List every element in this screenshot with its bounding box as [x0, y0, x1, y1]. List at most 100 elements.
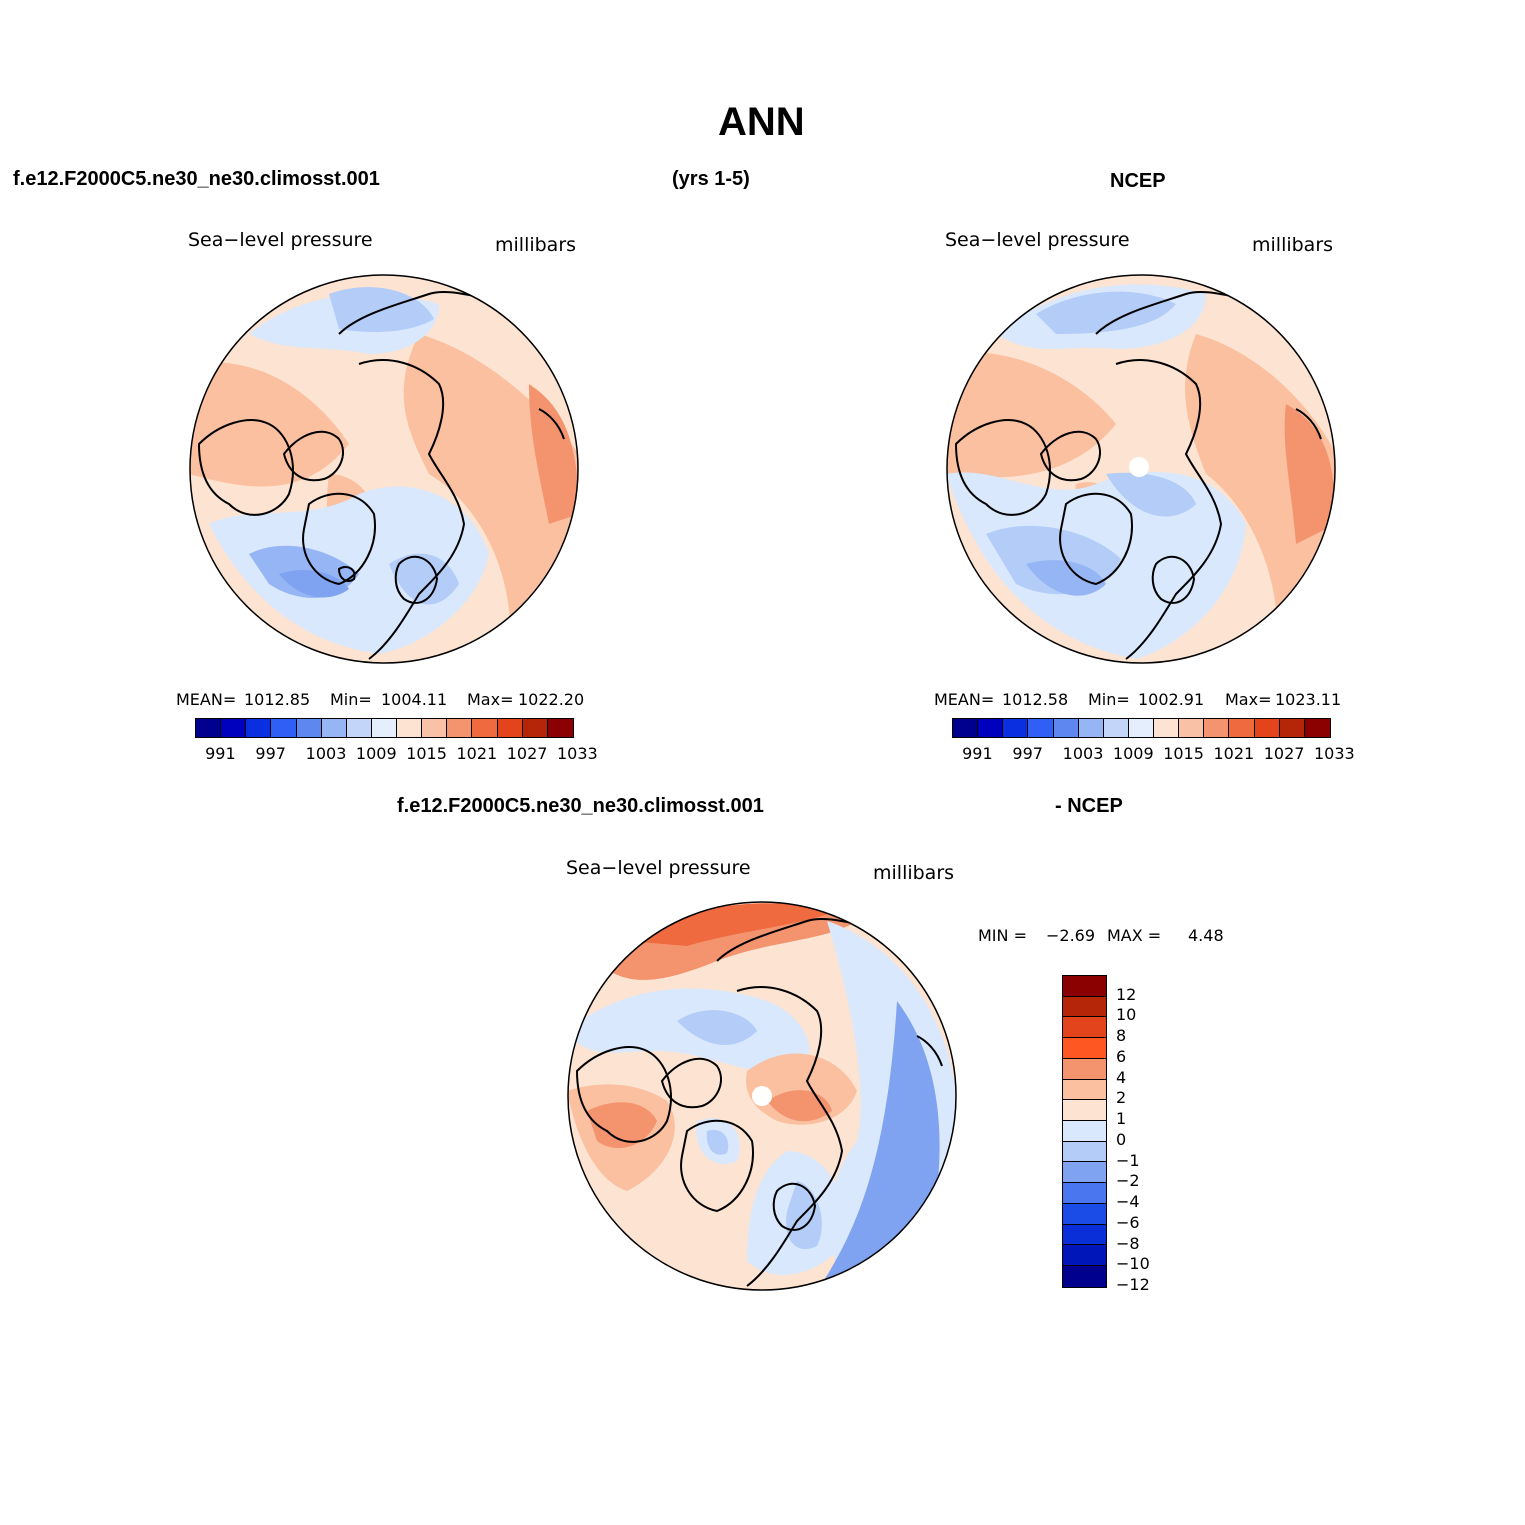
colorbar-swatch	[1229, 719, 1255, 737]
colorbar-swatch	[271, 719, 297, 737]
colorbar-tick-label: 1003	[1062, 744, 1104, 763]
colorbar-swatch	[1063, 1141, 1106, 1163]
colorbar-swatch	[296, 719, 322, 737]
colorbar-tick-label: −2	[1116, 1171, 1140, 1191]
colorbar-swatch	[1028, 719, 1054, 737]
colorbar-swatch	[1053, 719, 1079, 737]
colorbar-swatch	[1063, 1203, 1106, 1225]
colorbar-swatch	[472, 719, 498, 737]
diff-max-label: MAX =	[1107, 926, 1162, 945]
colorbar-swatch	[196, 719, 222, 737]
colorbar-swatch	[447, 719, 473, 737]
diff-polar-map	[567, 901, 957, 1291]
case-name-label: f.e12.F2000C5.ne30_ne30.climosst.001	[13, 168, 380, 190]
colorbar-swatch	[1063, 1017, 1106, 1039]
colorbar-swatch	[1154, 719, 1180, 737]
colorbar-swatch	[1063, 1079, 1106, 1101]
colorbar-swatch	[397, 719, 423, 737]
colorbar-tick-label: 2	[1116, 1088, 1127, 1108]
colorbar-tick-label: 991	[962, 744, 993, 763]
colorbar-tick-label: 6	[1116, 1046, 1127, 1066]
diff-min-label: MIN =	[978, 926, 1027, 945]
colorbar-tick-label: 1021	[456, 744, 498, 763]
colorbar-tick-label: 8	[1116, 1026, 1127, 1046]
colorbar-swatch	[1204, 719, 1230, 737]
colorbar-tick-label: 1009	[355, 744, 397, 763]
colorbar-tick-label: 1015	[1163, 744, 1204, 763]
colorbar-swatch	[321, 719, 347, 737]
colorbar-tick-label: 997	[1012, 744, 1043, 763]
colorbar-tick-label: 1009	[1112, 744, 1154, 763]
diff-obs-name-label: - NCEP	[1055, 795, 1123, 817]
right-min-label: Min=	[1088, 690, 1130, 709]
left-units-label: millibars	[495, 234, 577, 256]
colorbar-tick-label: −10	[1116, 1254, 1150, 1274]
colorbar-swatch	[1063, 1245, 1106, 1267]
left-min-label: Min=	[330, 690, 372, 709]
right-mean-value: 1012.58	[1002, 690, 1069, 709]
colorbar-swatch	[953, 719, 979, 737]
left-max-value: 1022.20	[518, 690, 585, 709]
colorbar-tick-label: 1033	[557, 744, 598, 763]
figure-title: ANN	[718, 100, 805, 144]
colorbar-swatch	[1063, 976, 1106, 997]
diff-units-label: millibars	[873, 862, 955, 884]
right-colorbar	[952, 718, 1331, 738]
colorbar-tick-label: 4	[1116, 1067, 1127, 1087]
colorbar-swatch	[497, 719, 523, 737]
colorbar-tick-label: 0	[1116, 1129, 1127, 1149]
colorbar-swatch	[1254, 719, 1280, 737]
colorbar-tick-label: 1021	[1213, 744, 1255, 763]
colorbar-swatch	[371, 719, 397, 737]
colorbar-tick-label: 1027	[506, 744, 548, 763]
colorbar-swatch	[522, 719, 548, 737]
colorbar-swatch	[1063, 1038, 1106, 1059]
colorbar-tick-label: −4	[1116, 1192, 1140, 1212]
colorbar-swatch	[1179, 719, 1205, 737]
colorbar-swatch	[1078, 719, 1104, 737]
right-min-value: 1002.91	[1138, 690, 1205, 709]
left-mean-value: 1012.85	[244, 690, 311, 709]
colorbar-swatch	[422, 719, 448, 737]
colorbar-swatch	[346, 719, 372, 737]
colorbar-tick-label: 1033	[1314, 744, 1355, 763]
left-polar-map	[189, 274, 579, 664]
colorbar-swatch	[1063, 1058, 1106, 1080]
colorbar-tick-label: 12	[1116, 984, 1137, 1004]
colorbar-swatch	[1063, 1162, 1106, 1184]
left-field-label: Sea−level pressure	[188, 229, 373, 251]
colorbar-tick-label: 1003	[305, 744, 347, 763]
colorbar-swatch	[1063, 1100, 1106, 1122]
colorbar-tick-label: −1	[1116, 1150, 1140, 1170]
colorbar-swatch	[1304, 719, 1330, 737]
left-mean-label: MEAN=	[176, 690, 237, 709]
left-max-label: Max=	[467, 690, 514, 709]
years-label: (yrs 1-5)	[672, 168, 750, 190]
right-units-label: millibars	[1252, 234, 1334, 256]
right-field-label: Sea−level pressure	[945, 229, 1130, 251]
colorbar-swatch	[1103, 719, 1129, 737]
colorbar-tick-label: 10	[1116, 1005, 1137, 1025]
colorbar-tick-label: 1	[1116, 1109, 1127, 1129]
right-max-value: 1023.11	[1275, 690, 1342, 709]
colorbar-swatch	[1063, 1121, 1106, 1142]
colorbar-tick-label: 991	[205, 744, 236, 763]
colorbar-swatch	[1063, 1183, 1106, 1204]
colorbar-tick-label: −12	[1116, 1275, 1150, 1294]
right-polar-map	[946, 274, 1336, 664]
colorbar-swatch	[1128, 719, 1154, 737]
diff-min-value: −2.69	[1046, 926, 1096, 945]
colorbar-swatch	[1279, 719, 1305, 737]
colorbar-swatch	[1003, 719, 1029, 737]
colorbar-tick-label: 1015	[406, 744, 447, 763]
colorbar-swatch	[1063, 1266, 1106, 1287]
colorbar-tick-label: 1027	[1263, 744, 1305, 763]
colorbar-swatch	[246, 719, 272, 737]
diff-max-value: 4.48	[1188, 926, 1224, 945]
colorbar-swatch	[1063, 1224, 1106, 1246]
colorbar-tick-label: −8	[1116, 1233, 1140, 1253]
left-colorbar	[195, 718, 574, 738]
diff-case-name-label: f.e12.F2000C5.ne30_ne30.climosst.001	[397, 795, 764, 817]
left-min-value: 1004.11	[381, 690, 448, 709]
colorbar-tick-label: −6	[1116, 1212, 1140, 1232]
